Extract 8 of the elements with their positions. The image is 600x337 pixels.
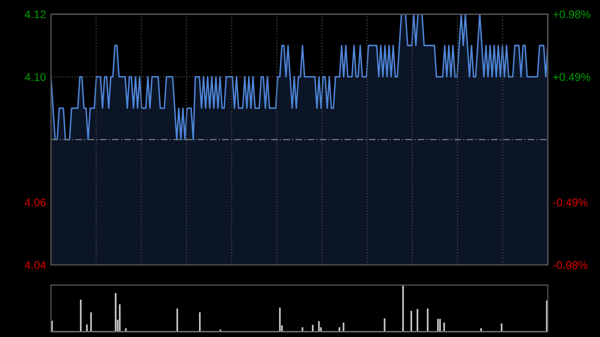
y-tick-label: 4.12	[24, 10, 46, 18]
y2-tick-label: -0.49%	[553, 198, 588, 206]
y2-tick-label: +0.98%	[553, 10, 590, 18]
y2-tick-label: -0.98%	[553, 261, 588, 270]
y2-tick-label: +0.49%	[553, 73, 590, 81]
y-tick-label: 4.10	[24, 73, 46, 81]
y-tick-label: 4.04	[24, 261, 46, 270]
y-tick-label: 4.06	[24, 198, 46, 206]
